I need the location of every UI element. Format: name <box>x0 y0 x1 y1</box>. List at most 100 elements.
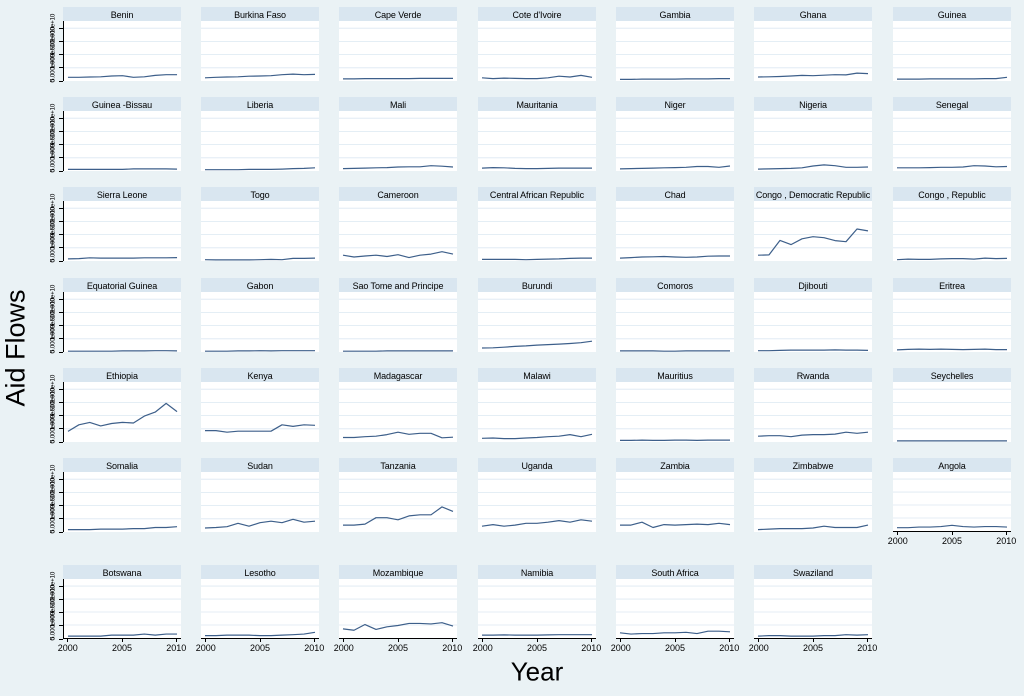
x-axis-tick <box>674 639 676 642</box>
aid-flow-line <box>205 424 316 433</box>
y-axis-tick-label: 2.000e+10 <box>49 285 57 314</box>
aid-flow-line <box>620 77 730 81</box>
panel-title-strip: Guinea <box>893 7 1011 21</box>
panel-title: Sudan <box>247 461 273 471</box>
x-axis-tick <box>121 639 123 642</box>
panel-title-strip: Rwanda <box>754 368 872 382</box>
aid-flow-line <box>205 167 316 171</box>
panel-title-strip: Cote d'Ivoire <box>478 7 596 21</box>
panel-title-strip: Comoros <box>616 278 734 292</box>
panel-title: Senegal <box>935 100 969 110</box>
country-panel: Congo , Republic <box>893 187 1011 261</box>
panel-title-strip: Tanzania <box>339 458 457 472</box>
panel-title: Liberia <box>246 100 274 110</box>
panel-plot <box>754 472 872 532</box>
panel-title: Namibia <box>520 568 554 578</box>
aid-flow-line <box>896 348 1007 351</box>
x-axis-tick <box>482 639 484 642</box>
panel-plot <box>339 292 457 352</box>
panel-plot <box>616 21 734 81</box>
aid-flow-line <box>481 166 592 170</box>
y-axis-tick <box>59 638 63 640</box>
aid-flow-line <box>481 519 593 527</box>
panel-canvas <box>893 478 1011 529</box>
aid-flow-line <box>205 350 315 352</box>
country-panel: Guinea <box>893 7 1011 81</box>
panel-canvas <box>754 27 872 78</box>
y-axis-title-text: Aid Flows <box>0 289 31 407</box>
panel-title: Guinea <box>937 10 967 20</box>
panel-plot <box>201 472 319 532</box>
panel-title: Mauritius <box>657 371 693 381</box>
panel-plot <box>63 21 181 81</box>
y-axis-tick <box>59 388 63 390</box>
panel-title-strip: Uganda <box>478 458 596 472</box>
aid-flow-line <box>619 255 730 259</box>
panel-title: Central African Republic <box>489 190 585 200</box>
panel-plot <box>616 579 734 639</box>
x-axis-tick <box>758 639 760 642</box>
panel-title-strip: Swaziland <box>754 565 872 579</box>
aid-flow-line <box>67 350 178 352</box>
panel-plot <box>63 292 181 352</box>
y-axis-tick <box>59 298 63 300</box>
panel-plot <box>339 201 457 261</box>
x-axis-tick <box>397 639 399 642</box>
aid-flow-line <box>620 521 731 529</box>
panel-plot <box>201 111 319 171</box>
country-panel: Zambia <box>616 458 734 532</box>
panel-title-strip: Guinea -Bissau <box>63 97 181 111</box>
panel-canvas <box>339 27 457 80</box>
x-axis-tick-label: 2005 <box>941 536 963 546</box>
panel-canvas <box>201 27 319 79</box>
y-axis-tick <box>59 311 63 313</box>
aid-flow-line <box>343 506 454 526</box>
country-panel: Sao Tome and Principe <box>339 278 457 352</box>
panel-plot <box>63 201 181 261</box>
aid-flow-line <box>205 631 316 637</box>
y-axis-tick <box>59 401 63 403</box>
panel-canvas <box>64 27 181 78</box>
country-panel: Sudan <box>201 458 319 532</box>
panel-canvas <box>754 117 872 170</box>
panel-plot <box>478 472 596 532</box>
panel-title-strip: Gambia <box>616 7 734 21</box>
panel-plot <box>893 201 1011 261</box>
country-panel: Senegal <box>893 97 1011 171</box>
aid-flow-line <box>481 340 593 349</box>
country-panel: Central African Republic <box>478 187 596 261</box>
panel-title-strip: Gabon <box>201 278 319 292</box>
panel-canvas <box>616 117 734 170</box>
x-axis-tick <box>67 639 69 642</box>
panel-plot <box>754 579 872 639</box>
panel-canvas <box>339 298 457 352</box>
aid-flow-line <box>342 251 454 259</box>
country-panel: Cote d'Ivoire <box>478 7 596 81</box>
panel-title: Chad <box>664 190 686 200</box>
aid-flow-line <box>482 257 592 261</box>
panel-plot <box>754 201 872 261</box>
y-axis-tick <box>59 130 63 132</box>
panel-plot <box>616 292 734 352</box>
panel-title-strip: Niger <box>616 97 734 111</box>
aid-flow-line <box>342 622 454 631</box>
panel-title-strip: Eritrea <box>893 278 1011 292</box>
country-panel: Lesotho 2000 2005 2010 <box>196 565 324 653</box>
y-axis-tick <box>59 518 63 520</box>
panel-title: Equatorial Guinea <box>86 281 158 291</box>
country-panel: Zimbabwe <box>754 458 872 532</box>
country-panel: Tanzania <box>339 458 457 532</box>
y-axis-tick <box>59 428 63 430</box>
panel-plot <box>754 111 872 171</box>
panel-title: Madagascar <box>373 371 423 381</box>
panel-title-strip: Ethiopia <box>63 368 181 382</box>
x-axis-tick <box>590 639 592 642</box>
panel-canvas <box>893 27 1011 80</box>
y-axis-tick <box>59 598 63 600</box>
country-panel: Somalia 0 5.000e+09 1.000e+10 1.500e+10 2.000… <box>50 458 181 534</box>
aid-flow-line <box>342 165 454 170</box>
panel-title: Mali <box>389 100 407 110</box>
panel-title: Seychelles <box>930 371 974 381</box>
y-axis-tick-label: 2.000e+10 <box>49 104 57 133</box>
panel-title: Congo , Republic <box>918 190 986 200</box>
